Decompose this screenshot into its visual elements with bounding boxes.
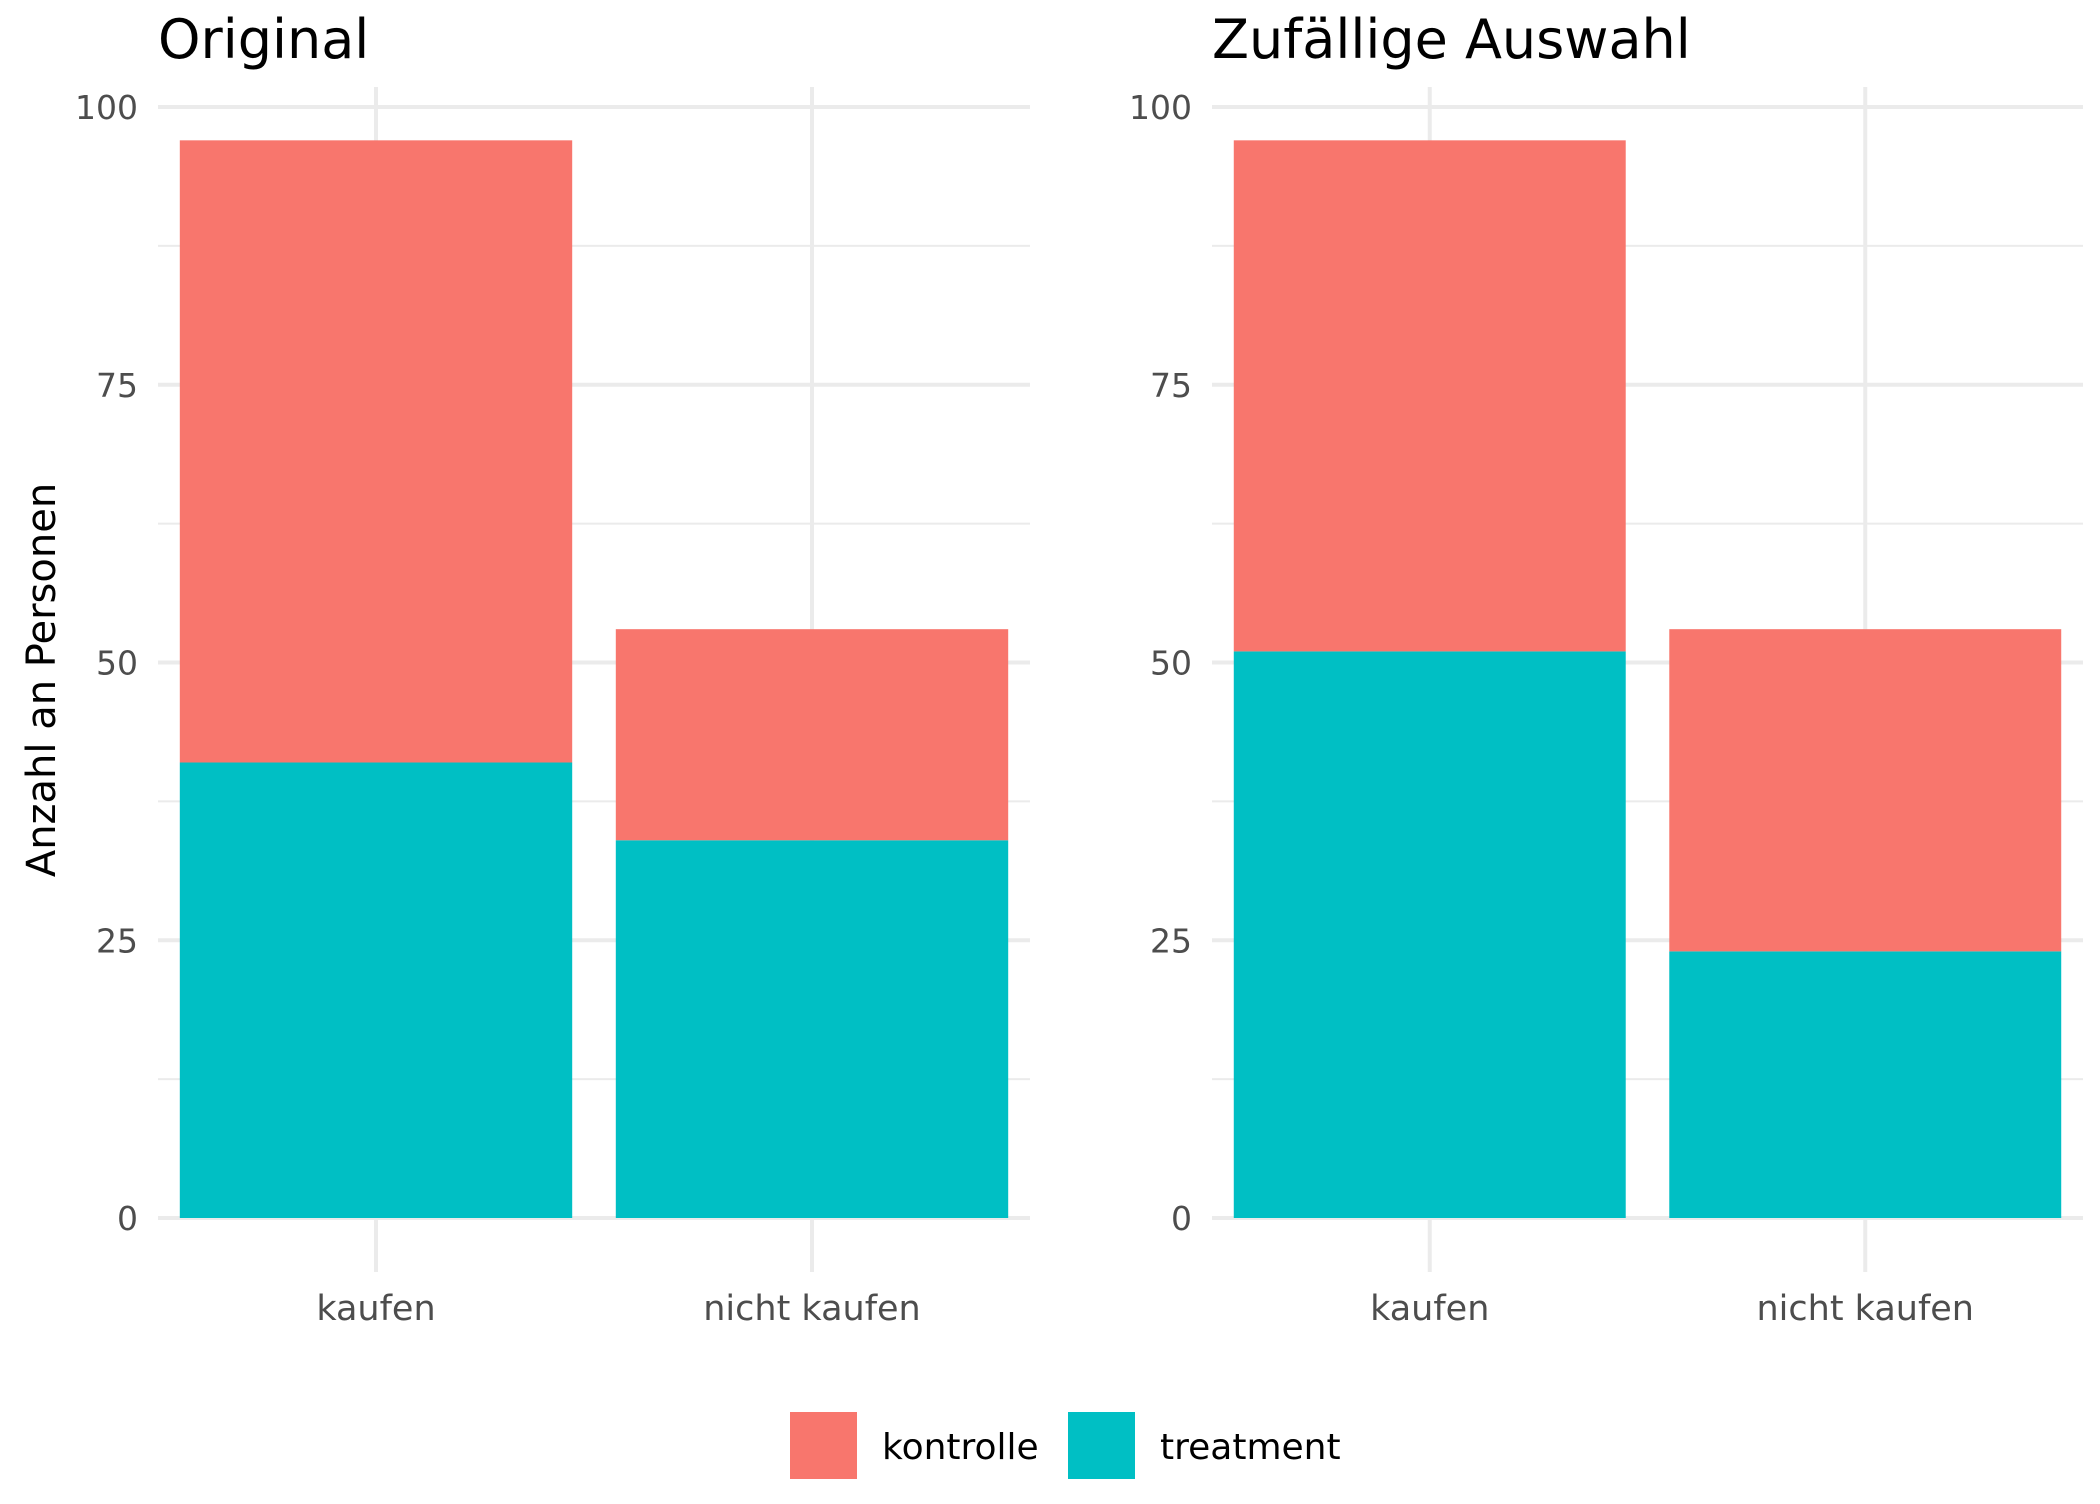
y-tick-label: 0 xyxy=(117,1199,138,1238)
x-tick-label: nicht kaufen xyxy=(1756,1289,1974,1329)
panel-original: Original 0 25 50 75 100 kaufen nicht kaufen xyxy=(75,8,1030,1329)
bar-treatment-kaufen xyxy=(1233,651,1626,1218)
panel-zufaellige-auswahl: Zufällige Auswahl 0 25 50 75 100 kaufen nicht … xyxy=(1129,8,2083,1329)
y-tick-label: 75 xyxy=(96,366,138,405)
legend-swatch-treatment xyxy=(1068,1412,1135,1479)
y-tick-label: 100 xyxy=(1129,88,1192,127)
legend-swatch-kontrolle xyxy=(790,1412,857,1479)
bar-kontrolle-kaufen xyxy=(179,140,573,763)
x-tick-label: kaufen xyxy=(1370,1289,1489,1329)
panel-title: Original xyxy=(158,8,369,71)
legend-label-treatment: treatment xyxy=(1160,1427,1341,1468)
y-tick-label: 50 xyxy=(1150,644,1192,683)
legend-label-kontrolle: kontrolle xyxy=(882,1427,1039,1468)
bar-treatment-kaufen xyxy=(179,762,573,1218)
y-tick-label: 75 xyxy=(1150,366,1192,405)
y-tick-label: 0 xyxy=(1171,1199,1192,1238)
bar-kontrolle-kaufen xyxy=(1233,140,1626,652)
bar-treatment-nicht-kaufen xyxy=(1669,951,2062,1218)
y-tick-label: 50 xyxy=(96,644,138,683)
bar-treatment-nicht-kaufen xyxy=(615,840,1009,1218)
bar-kontrolle-nicht-kaufen xyxy=(615,629,1009,841)
y-tick-label: 25 xyxy=(96,921,138,960)
y-tick-label: 100 xyxy=(75,88,138,127)
panel-title: Zufällige Auswahl xyxy=(1212,8,1691,71)
x-tick-label: nicht kaufen xyxy=(703,1289,921,1329)
x-tick-label: kaufen xyxy=(316,1289,435,1329)
bar-kontrolle-nicht-kaufen xyxy=(1669,629,2062,952)
y-axis-label: Anzahl an Personen xyxy=(19,483,65,877)
legend: kontrolle treatment xyxy=(790,1412,1341,1479)
y-tick-label: 25 xyxy=(1150,921,1192,960)
